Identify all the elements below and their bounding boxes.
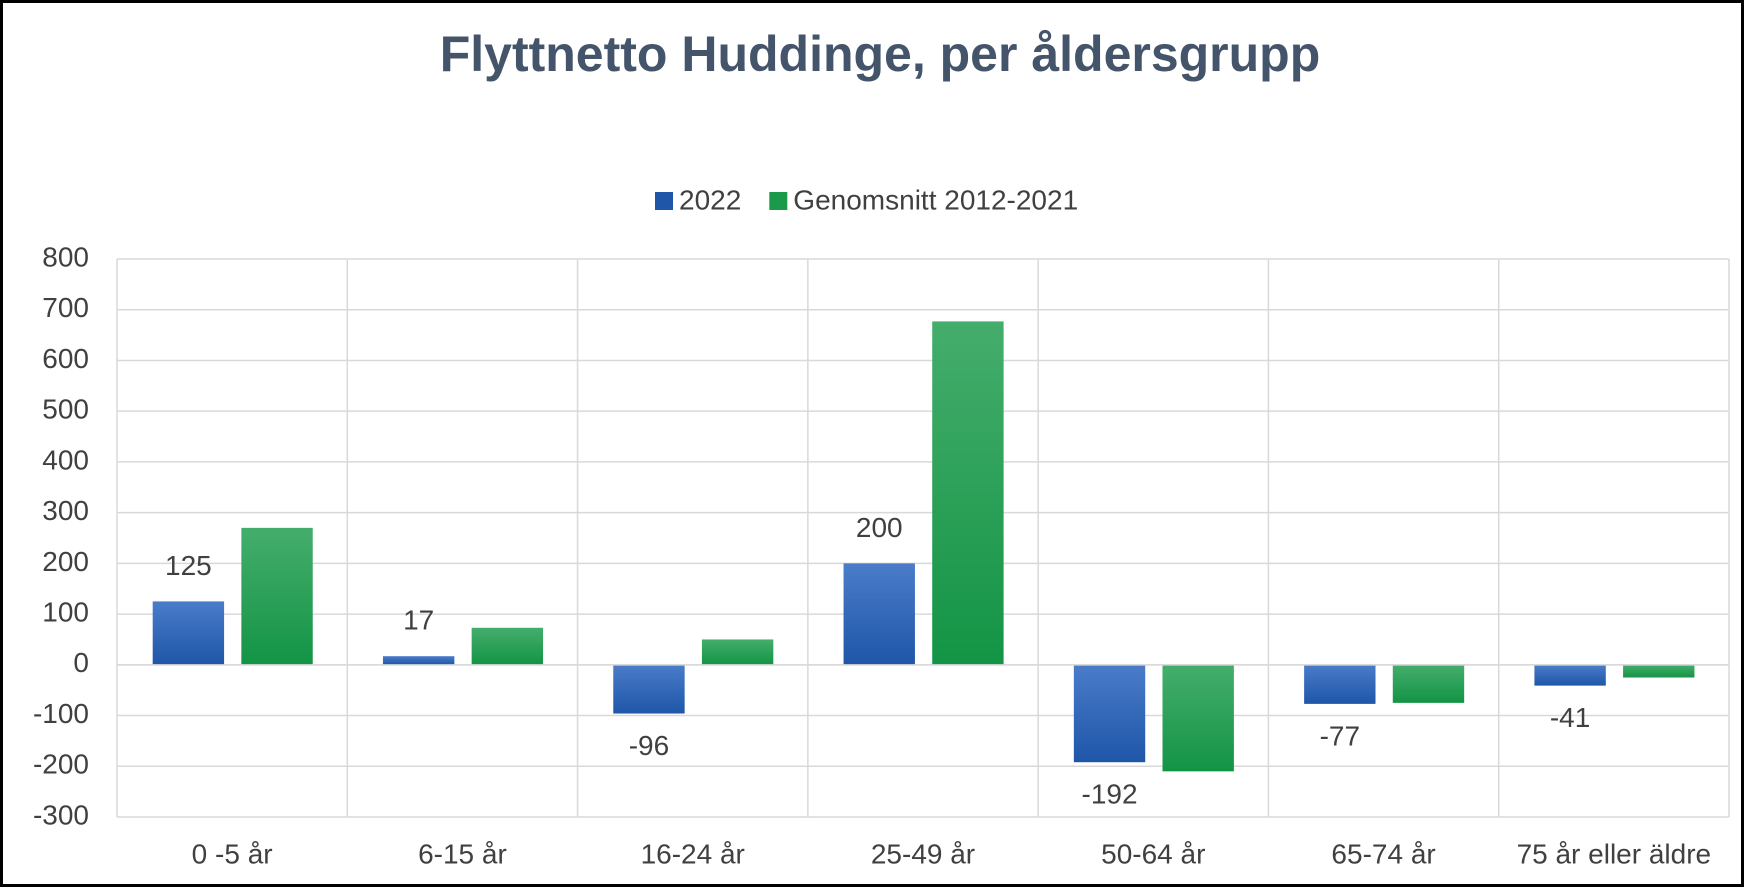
data-label: -96 — [629, 730, 669, 761]
bar — [382, 656, 455, 665]
legend: 2022 Genomsnitt 2012-2021 — [655, 184, 1078, 215]
y-tick-label: 0 — [73, 647, 89, 678]
y-tick-label: 700 — [42, 292, 89, 323]
bar — [613, 664, 685, 714]
bar — [843, 563, 915, 665]
data-label: -192 — [1082, 779, 1138, 810]
y-tick-label: 400 — [42, 444, 89, 475]
data-label: 200 — [856, 512, 903, 543]
y-tick-label: 300 — [42, 495, 89, 526]
x-tick-label: 6-15 år — [418, 838, 507, 869]
bar — [932, 321, 1004, 665]
chart-title: Flyttnetto Huddinge, per åldersgrupp — [440, 26, 1321, 82]
legend-label: Genomsnitt 2012-2021 — [793, 184, 1078, 215]
x-tick-label: 50-64 år — [1101, 838, 1205, 869]
x-tick-label: 75 år eller äldre — [1517, 838, 1712, 869]
x-tick-label: 16-24 år — [641, 838, 745, 869]
legend-swatch — [655, 192, 673, 210]
y-tick-label: 500 — [42, 394, 89, 425]
y-tick-label: -200 — [33, 749, 89, 780]
x-tick-label: 0 -5 år — [192, 838, 273, 869]
bar — [1073, 664, 1146, 763]
bar — [701, 639, 774, 665]
y-tick-label: 100 — [42, 596, 89, 627]
bar — [152, 601, 225, 665]
bar — [241, 527, 313, 665]
bar — [1392, 664, 1465, 703]
bar — [471, 627, 544, 665]
legend-label: 2022 — [679, 184, 741, 215]
x-tick-label: 65-74 år — [1331, 838, 1435, 869]
y-tick-label: 200 — [42, 546, 89, 577]
y-tick-label: 800 — [42, 241, 89, 272]
legend-swatch — [769, 192, 788, 210]
bar — [1304, 664, 1376, 704]
data-label: -41 — [1550, 702, 1590, 733]
bar — [1534, 664, 1606, 686]
y-tick-label: -100 — [33, 698, 89, 729]
data-label: 17 — [403, 605, 434, 636]
bar — [1162, 664, 1234, 772]
x-tick-label: 25-49 år — [871, 838, 975, 869]
data-label: -77 — [1320, 720, 1360, 751]
y-tick-label: 600 — [42, 343, 89, 374]
y-tick-label: -300 — [33, 799, 89, 830]
data-label: 125 — [165, 550, 212, 581]
bar — [1623, 664, 1695, 678]
